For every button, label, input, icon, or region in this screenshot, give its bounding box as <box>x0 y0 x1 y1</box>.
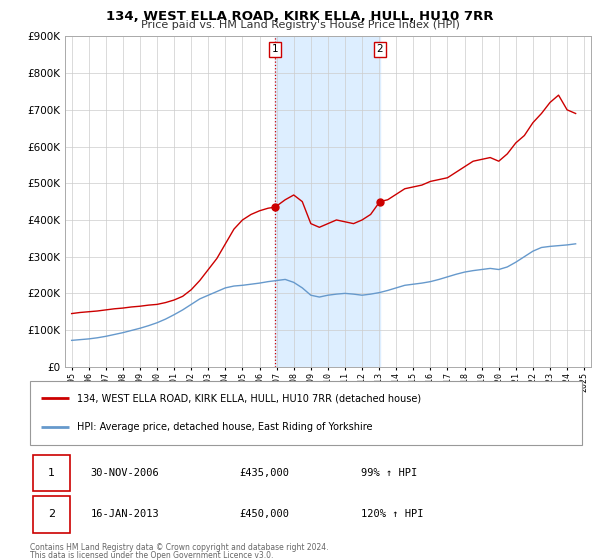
Text: 1: 1 <box>272 44 278 54</box>
Text: 99% ↑ HPI: 99% ↑ HPI <box>361 468 418 478</box>
FancyBboxPatch shape <box>33 455 70 491</box>
Text: 30-NOV-2006: 30-NOV-2006 <box>91 468 160 478</box>
Text: £435,000: £435,000 <box>240 468 290 478</box>
Text: £450,000: £450,000 <box>240 510 290 520</box>
FancyBboxPatch shape <box>33 496 70 533</box>
FancyBboxPatch shape <box>30 381 582 445</box>
Text: 2: 2 <box>48 510 55 520</box>
Text: Contains HM Land Registry data © Crown copyright and database right 2024.: Contains HM Land Registry data © Crown c… <box>30 543 329 552</box>
Text: Price paid vs. HM Land Registry's House Price Index (HPI): Price paid vs. HM Land Registry's House … <box>140 20 460 30</box>
Text: 134, WEST ELLA ROAD, KIRK ELLA, HULL, HU10 7RR (detached house): 134, WEST ELLA ROAD, KIRK ELLA, HULL, HU… <box>77 393 421 403</box>
Bar <box>275 36 380 367</box>
Text: HPI: Average price, detached house, East Riding of Yorkshire: HPI: Average price, detached house, East… <box>77 422 373 432</box>
Text: 120% ↑ HPI: 120% ↑ HPI <box>361 510 424 520</box>
Text: This data is licensed under the Open Government Licence v3.0.: This data is licensed under the Open Gov… <box>30 551 274 560</box>
Text: 16-JAN-2013: 16-JAN-2013 <box>91 510 160 520</box>
Text: 2: 2 <box>377 44 383 54</box>
Text: 134, WEST ELLA ROAD, KIRK ELLA, HULL, HU10 7RR: 134, WEST ELLA ROAD, KIRK ELLA, HULL, HU… <box>106 10 494 23</box>
Text: 1: 1 <box>48 468 55 478</box>
